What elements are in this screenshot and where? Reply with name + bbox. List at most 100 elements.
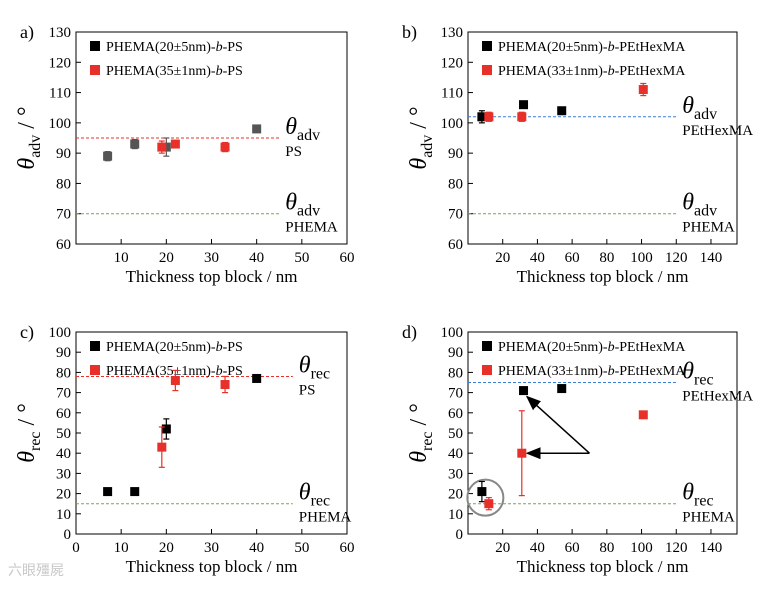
y-tick-label: 110 (441, 86, 463, 102)
x-axis-label: Thickness top block / nm (517, 557, 689, 576)
watermark: 六眼殭屍 (8, 563, 64, 579)
legend-marker (482, 41, 492, 51)
reference-line-label: θrec (299, 352, 330, 382)
y-axis-label: θadv / ° (14, 106, 44, 169)
annotation-circle (466, 478, 505, 517)
data-point (484, 112, 494, 122)
annotation-arrow (525, 395, 590, 454)
x-tick-label: 140 (700, 540, 723, 556)
data-point (161, 424, 171, 434)
x-axis-label: Thickness top block / nm (517, 267, 689, 286)
y-tick-label: 60 (56, 237, 71, 253)
y-tick-label: 50 (56, 426, 71, 442)
x-tick-label: 60 (340, 540, 355, 556)
legend-label: PHEMA(20±5nm)-b-PS (106, 40, 243, 55)
x-tick-label: 60 (565, 540, 580, 556)
y-tick-label: 0 (64, 527, 72, 543)
y-tick-label: 70 (56, 386, 71, 402)
y-tick-label: 20 (56, 487, 71, 503)
x-axis-label: Thickness top block / nm (126, 267, 298, 286)
data-point (170, 375, 180, 385)
y-tick-label: 50 (448, 426, 463, 442)
y-tick-label: 10 (56, 507, 71, 523)
panel-label: d) (402, 322, 417, 343)
panel-label: b) (402, 22, 417, 43)
panel-a: a) 60 70 80 90 100 110 120 130 10 20 30 40 50 60 Thickn… (14, 22, 355, 286)
x-tick-label: 120 (665, 540, 688, 556)
y-tick-label: 90 (448, 345, 463, 361)
data-point (220, 380, 230, 390)
data-point (103, 487, 113, 497)
x-tick-label: 100 (630, 250, 653, 266)
data-point (170, 139, 180, 149)
y-tick-label: 90 (56, 345, 71, 361)
y-tick-label: 130 (49, 25, 72, 41)
x-tick-label: 40 (530, 250, 545, 266)
x-tick-label: 20 (159, 250, 174, 266)
y-tick-label: 80 (56, 365, 71, 381)
y-axis-label: θrec / ° (14, 403, 44, 463)
legend-label: PHEMA(20±5nm)-b-PS (106, 340, 243, 355)
panel-label: a) (20, 22, 34, 43)
reference-line-name: PEtHexMA (682, 123, 753, 139)
y-tick-label: 70 (56, 207, 71, 223)
data-point (103, 151, 113, 161)
x-tick-label: 80 (599, 540, 614, 556)
data-point (638, 410, 648, 420)
y-tick-label: 90 (56, 146, 71, 162)
y-tick-label: 110 (49, 86, 71, 102)
y-tick-label: 90 (448, 146, 463, 162)
y-tick-label: 130 (441, 25, 464, 41)
x-tick-label: 50 (294, 250, 309, 266)
y-axis-label: θrec / ° (406, 403, 436, 463)
reference-line-label: θrec (682, 480, 713, 510)
y-tick-label: 60 (56, 406, 71, 422)
x-axis-label: Thickness top block / nm (126, 557, 298, 576)
data-point (477, 487, 487, 497)
reference-line-name: PS (285, 144, 302, 160)
y-tick-label: 10 (448, 507, 463, 523)
reference-line-name: PHEMA (285, 220, 338, 236)
legend-marker (482, 341, 492, 351)
y-tick-label: 100 (441, 325, 464, 341)
legend-marker (482, 65, 492, 75)
reference-line-label: θadv (682, 93, 717, 123)
data-point (557, 384, 567, 394)
data-point (477, 112, 487, 122)
y-tick-label: 80 (56, 176, 71, 192)
reference-line-label: θadv (285, 190, 320, 220)
reference-line-label: θadv (285, 114, 320, 144)
data-point (638, 85, 648, 95)
x-tick-label: 20 (495, 540, 510, 556)
x-tick-label: 100 (630, 540, 653, 556)
data-point (519, 386, 529, 396)
x-tick-label: 0 (72, 540, 80, 556)
data-point (557, 106, 567, 116)
x-tick-label: 140 (700, 250, 723, 266)
y-tick-label: 70 (448, 386, 463, 402)
reference-line-name: PHEMA (682, 510, 735, 526)
y-tick-label: 40 (56, 446, 71, 462)
x-tick-label: 10 (114, 540, 129, 556)
y-tick-label: 60 (448, 406, 463, 422)
axes-frame (467, 31, 738, 245)
reference-line-name: PS (299, 382, 316, 398)
x-tick-label: 30 (204, 250, 219, 266)
x-tick-label: 40 (249, 250, 264, 266)
y-tick-label: 80 (448, 365, 463, 381)
data-point (161, 142, 171, 152)
data-point (252, 124, 262, 134)
y-tick-label: 80 (448, 176, 463, 192)
legend-label: PHEMA(33±1nm)-b-PEtHexMA (498, 364, 686, 379)
panel-b: b) 60 70 80 90 100 110 120 130 20 40 60 80 100 120 140 T… (402, 22, 753, 286)
data-point (484, 499, 494, 509)
data-point (517, 448, 527, 458)
y-tick-label: 0 (456, 527, 464, 543)
y-tick-label: 100 (441, 116, 464, 132)
x-tick-label: 30 (204, 540, 219, 556)
y-tick-label: 20 (448, 487, 463, 503)
reference-line-name: PHEMA (299, 510, 352, 526)
y-tick-label: 30 (448, 466, 463, 482)
data-point (517, 112, 527, 122)
